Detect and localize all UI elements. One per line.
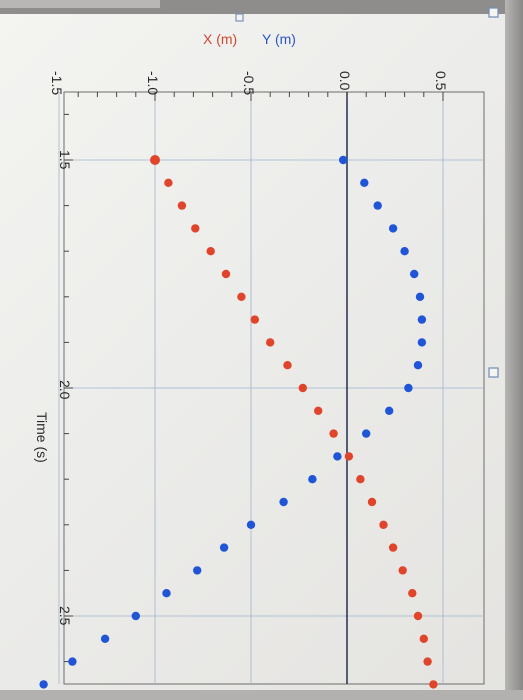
x-data-point xyxy=(388,543,398,552)
monitor-bezel-bottom xyxy=(0,690,523,700)
grid xyxy=(58,92,484,684)
x-data-point xyxy=(429,680,438,689)
x-data-point xyxy=(177,201,187,210)
y-data-point xyxy=(193,566,202,575)
axis-ticks xyxy=(64,92,444,663)
y-data-point xyxy=(279,497,288,507)
y-data-point xyxy=(68,657,77,666)
y-data-point xyxy=(417,338,427,347)
x-data-point xyxy=(150,155,160,165)
x-data-point xyxy=(283,361,292,370)
y-data-point xyxy=(333,452,342,461)
y-data-point xyxy=(388,224,398,233)
data-points xyxy=(39,155,438,689)
y-data-point xyxy=(246,520,256,529)
x-data-point xyxy=(237,292,246,301)
monitor-bezel-right xyxy=(505,0,523,700)
x-axis-title: Time (s) xyxy=(34,412,50,463)
x-data-point xyxy=(419,634,428,643)
legend-handle[interactable] xyxy=(235,13,244,22)
y-tick-label: -1.0 xyxy=(145,71,161,95)
y-data-point xyxy=(404,383,413,393)
x-data-point xyxy=(164,178,173,187)
x-data-point xyxy=(314,406,323,415)
y-data-point xyxy=(131,611,140,621)
x-data-point xyxy=(367,497,377,507)
y-data-point xyxy=(385,406,394,415)
y-tick-label: -1.5 xyxy=(49,71,65,95)
y-data-point xyxy=(413,361,423,370)
x-data-point xyxy=(266,338,275,347)
y-data-point xyxy=(410,269,419,279)
resize-handle-top-right[interactable] xyxy=(488,7,499,18)
x-data-point xyxy=(413,611,423,621)
x-data-point xyxy=(356,475,365,484)
y-data-point xyxy=(162,589,171,598)
x-tick-label: 2.0 xyxy=(57,380,73,400)
y-data-point xyxy=(417,315,427,324)
resize-handle-right[interactable] xyxy=(488,367,499,378)
x-data-point xyxy=(206,247,215,256)
y-data-point xyxy=(362,429,371,438)
x-data-point xyxy=(379,520,388,529)
x-tick-label: 1.5 xyxy=(57,150,73,170)
x-data-point xyxy=(398,566,407,575)
y-data-point xyxy=(373,201,382,210)
legend-x[interactable]: X (m) xyxy=(203,31,237,47)
x-data-point xyxy=(250,315,259,324)
x-tick-label: 2.5 xyxy=(57,606,73,626)
y-data-point xyxy=(360,178,369,187)
y-tick-label: 0.5 xyxy=(433,71,449,91)
monitor-bezel-strip xyxy=(0,0,160,8)
x-data-point xyxy=(408,589,417,598)
legend-y[interactable]: Y (m) xyxy=(262,31,296,47)
x-data-point xyxy=(329,429,338,438)
y-data-point xyxy=(39,680,48,689)
x-data-point xyxy=(221,269,231,279)
y-data-point xyxy=(100,634,110,643)
x-data-point xyxy=(423,657,432,666)
x-data-point xyxy=(298,383,307,393)
y-tick-label: 0.0 xyxy=(337,71,353,91)
y-tick-label: -0.5 xyxy=(241,71,257,95)
x-data-point xyxy=(191,224,200,233)
y-data-point xyxy=(339,155,348,165)
y-data-point xyxy=(219,543,229,552)
y-data-point xyxy=(308,475,317,484)
x-data-point xyxy=(344,452,354,461)
y-data-point xyxy=(400,247,409,256)
y-data-point xyxy=(415,292,425,301)
